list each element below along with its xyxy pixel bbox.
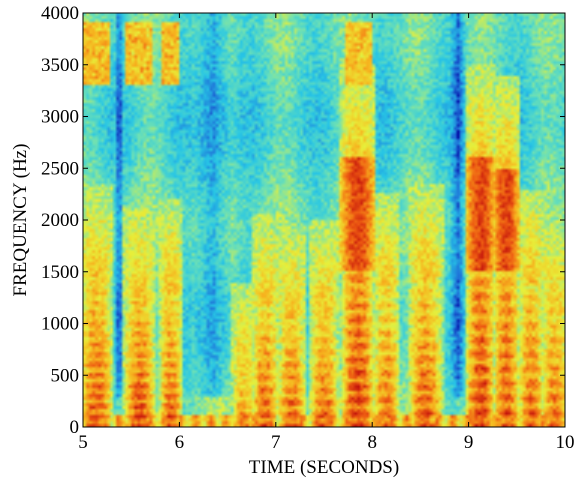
x-tick-label: 10 bbox=[556, 432, 575, 453]
y-tick-label: 500 bbox=[51, 365, 80, 386]
x-tick-label: 9 bbox=[464, 432, 474, 453]
y-axis-ticks: 0 500 1000 1500 2000 2500 3000 3500 4000 bbox=[41, 3, 565, 438]
x-tick-label: 5 bbox=[78, 432, 88, 453]
spectrogram-heatmap bbox=[83, 13, 565, 427]
y-tick-label: 0 bbox=[70, 417, 80, 438]
spectrogram-image bbox=[83, 13, 565, 427]
y-tick-label: 4000 bbox=[41, 3, 79, 24]
y-tick-label: 3500 bbox=[41, 55, 79, 76]
x-tick-label: 6 bbox=[175, 432, 185, 453]
y-tick-label: 2500 bbox=[41, 158, 79, 179]
y-tick-label: 1500 bbox=[41, 262, 79, 283]
y-axis-label: FREQUENCY (Hz) bbox=[10, 144, 31, 297]
y-tick-label: 2000 bbox=[41, 210, 79, 231]
x-tick-label: 8 bbox=[367, 432, 377, 453]
x-tick-label: 7 bbox=[271, 432, 281, 453]
x-axis-ticks: 5 6 7 8 9 10 bbox=[78, 13, 575, 453]
x-axis-label: TIME (SECONDS) bbox=[249, 457, 399, 478]
y-tick-label: 3000 bbox=[41, 107, 79, 128]
y-tick-label: 1000 bbox=[41, 314, 79, 335]
